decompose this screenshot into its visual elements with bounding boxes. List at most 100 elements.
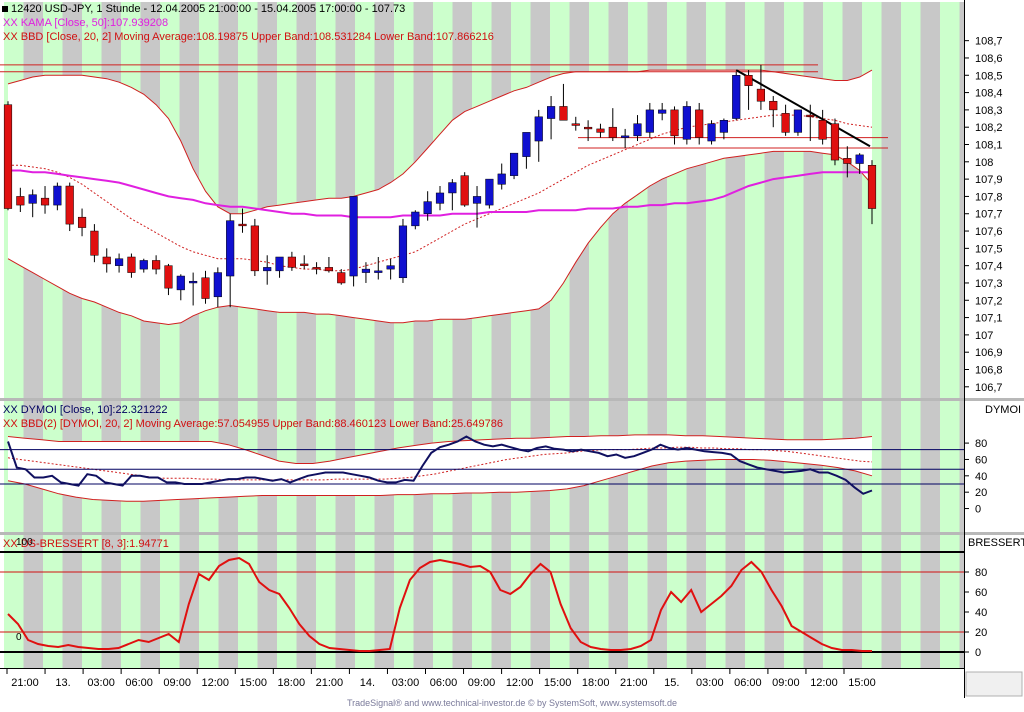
stripe-main	[257, 2, 277, 398]
price-tick-label: 108,4	[975, 88, 1003, 100]
x-tick-label: 09:00	[468, 677, 496, 689]
bressert-tick-label: 40	[975, 607, 987, 619]
candle-body	[448, 182, 457, 194]
candle-body	[658, 109, 667, 114]
stripe-bressert	[101, 534, 121, 668]
stripe-bressert	[62, 534, 82, 668]
title-marker-icon	[2, 6, 8, 13]
stripe-main	[725, 2, 745, 398]
candle-body	[349, 196, 358, 277]
candle-body	[460, 175, 469, 206]
candle-body	[102, 256, 111, 265]
stripe-bressert	[940, 534, 960, 668]
candle-body	[818, 120, 827, 140]
price-tick-label: 107,5	[975, 243, 1003, 255]
kama-legend: XX KAMA [Close, 50]:107.939208	[3, 17, 169, 29]
stripe-bressert	[530, 534, 550, 668]
dymoi-legend: XX DYMOI [Close, 10]:22.321222	[3, 404, 168, 416]
candle-body	[28, 194, 37, 204]
bressert-level-0: 0	[16, 632, 22, 643]
dymoi-line	[7, 435, 873, 495]
axes: 108,7 108,6 108,5 108,4 108,3 108,2 108,1 108 10…	[6, 36, 1003, 689]
price-tick-label: 108,5	[975, 70, 1003, 82]
stripe-dymoi	[706, 400, 726, 532]
bressert-level-100: 100	[16, 537, 33, 548]
stripe-main	[647, 2, 667, 398]
candle-body	[472, 196, 482, 204]
stripe-bressert	[257, 534, 277, 668]
panel-splitter	[0, 398, 1024, 401]
footer-copyright: TradeSignal® and www.technical-investor.…	[346, 698, 678, 708]
upper-band-line	[7, 69, 873, 215]
stripe-bressert	[238, 534, 258, 668]
candle-body	[164, 265, 173, 289]
x-tick-label: 15:00	[544, 677, 572, 689]
candle-body	[40, 197, 50, 206]
trend-line	[735, 69, 871, 148]
candle-body	[263, 267, 272, 272]
candle-body	[522, 132, 531, 157]
price-tick-label: 108,1	[975, 140, 1003, 152]
candle-body	[275, 256, 284, 272]
stripe-dymoi	[881, 400, 901, 532]
price-tick-label: 107	[975, 330, 993, 342]
stripe-dymoi	[764, 400, 784, 532]
stripe-main	[881, 2, 901, 398]
stripe-bressert	[199, 534, 219, 668]
price-tick-label: 107,4	[975, 261, 1003, 273]
candle-body	[596, 128, 605, 133]
x-tick-label: 15:00	[240, 677, 268, 689]
candle-body	[201, 277, 210, 299]
candle-body	[670, 109, 679, 137]
stripe-bressert	[335, 534, 355, 668]
stripe-bressert	[881, 534, 901, 668]
candle-body	[719, 120, 728, 133]
price-tick-label: 106,9	[975, 347, 1003, 359]
candle-body	[559, 106, 568, 121]
stripe-bressert	[452, 534, 472, 668]
candle-body	[584, 126, 593, 130]
stripe-bressert	[628, 534, 648, 668]
stripe-bressert	[218, 534, 238, 668]
stripe-dymoi	[959, 400, 964, 532]
stripe-bressert	[764, 534, 784, 668]
candle-body	[534, 116, 543, 142]
stripe-bressert	[959, 534, 964, 668]
x-tick-label: 09:00	[163, 677, 191, 689]
stripe-bressert	[296, 534, 316, 668]
candle-body	[238, 223, 247, 227]
stripe-main	[901, 2, 921, 398]
stripe-bressert	[745, 534, 765, 668]
candle-body	[485, 178, 494, 206]
stripe-bressert	[23, 534, 43, 668]
candle-body	[139, 260, 148, 270]
stripe-main	[686, 2, 706, 398]
stripe-dymoi	[667, 400, 687, 532]
stripe-bressert	[901, 534, 921, 668]
candle-body	[781, 113, 790, 133]
x-tick-label: 03:00	[87, 677, 115, 689]
candle-body	[361, 268, 371, 273]
stripe-bressert	[569, 534, 589, 668]
stripe-bressert	[374, 534, 394, 668]
x-tick-label: 03:00	[696, 677, 724, 689]
right-axis-bg	[964, 0, 1024, 698]
bressert-legend: XX DS-BRESSERT [8, 3]:1.94771	[3, 538, 169, 550]
candle-body	[411, 211, 420, 227]
candle-body	[855, 154, 864, 164]
stripe-bressert	[725, 534, 745, 668]
candle-body	[77, 216, 87, 228]
price-tick-label: 108,7	[975, 36, 1003, 48]
candle-body	[226, 220, 235, 277]
bressert-tick-label: 20	[975, 627, 987, 639]
stripe-bressert	[491, 534, 511, 668]
x-tick-label: 03:00	[392, 677, 420, 689]
candle-body	[312, 267, 321, 270]
candle-body	[16, 196, 25, 206]
candle-body	[386, 265, 395, 270]
stripe-bressert	[823, 534, 843, 668]
candle-body	[571, 123, 580, 126]
candle-body	[497, 173, 506, 185]
